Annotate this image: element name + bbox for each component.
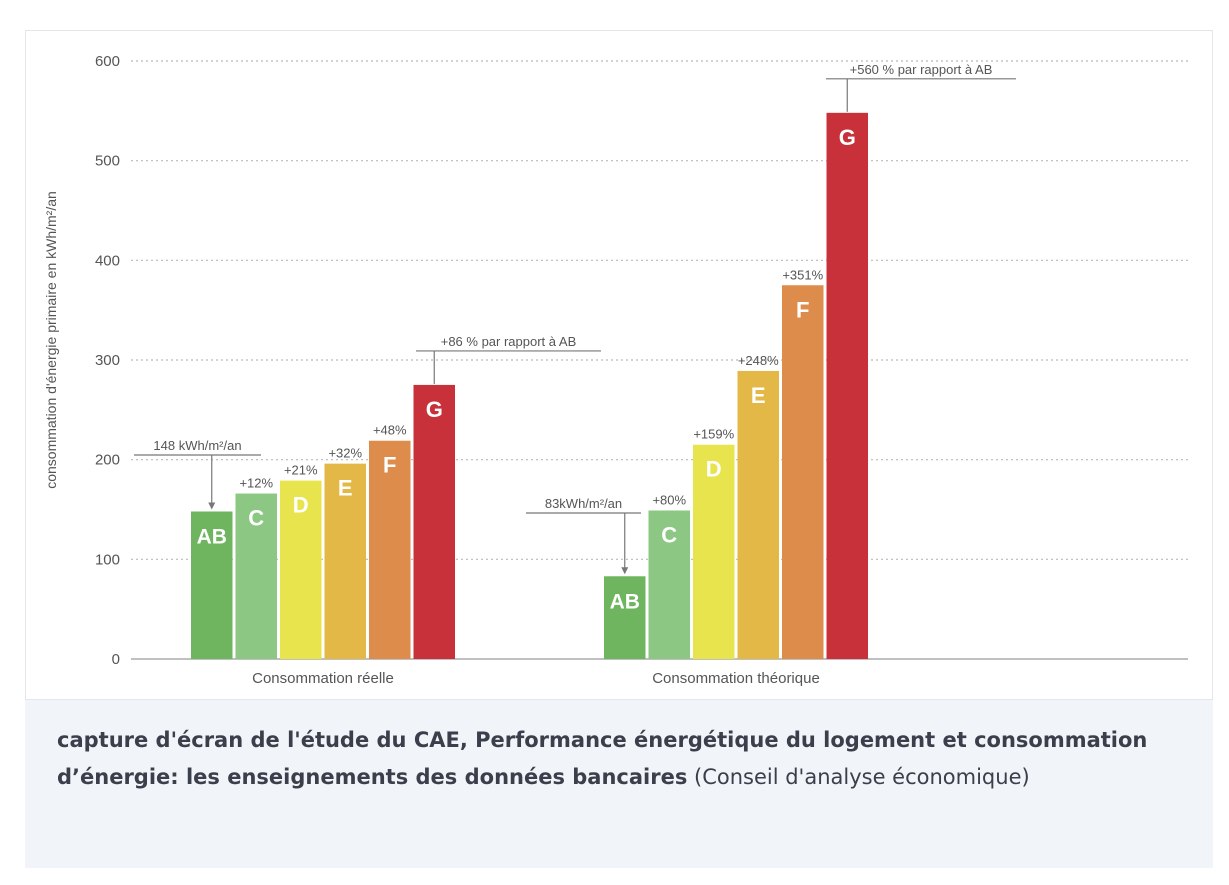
bar	[235, 493, 277, 659]
bar-label: AB	[197, 525, 227, 548]
caption-source: (Conseil d'analyse économique)	[687, 765, 1030, 789]
bar-label: D	[293, 493, 309, 518]
bar-label: C	[661, 522, 677, 547]
bar	[324, 463, 366, 659]
reference-label: 83kWh/m²/an	[545, 496, 622, 511]
caption-title: capture d'écran de l'étude du CAE, Perfo…	[57, 728, 1148, 789]
bar-label: AB	[610, 590, 640, 613]
bar	[782, 285, 824, 659]
top-label: +86 % par rapport à AB	[441, 334, 577, 349]
group-label: Consommation théorique	[652, 670, 820, 687]
bar-label: D	[706, 457, 722, 482]
bar-label: G	[426, 397, 443, 422]
bar-annotation: +12%	[239, 476, 273, 491]
bar-label: F	[383, 453, 396, 478]
figure-caption: capture d'écran de l'étude du CAE, Perfo…	[57, 722, 1181, 796]
chart-figure: 0 100 200 300 400 500 600 consommation d'énergi…	[25, 30, 1213, 700]
reference-arrow	[208, 502, 216, 510]
bar-label: G	[839, 125, 856, 150]
bar	[826, 112, 868, 660]
bar	[369, 440, 411, 659]
bar	[191, 511, 233, 659]
y-axis-label: consommation d'énergie primaire en kWh/m…	[43, 191, 59, 489]
bar-label: E	[751, 383, 766, 408]
bar-label: E	[338, 476, 353, 501]
bar	[737, 370, 779, 659]
y-tick-label: 100	[95, 551, 120, 568]
top-label: +560 % par rapport à AB	[850, 62, 993, 77]
reference-arrow	[621, 567, 629, 575]
bar	[280, 480, 322, 659]
reference-label: 148 kWh/m²/an	[153, 438, 241, 453]
y-tick-label: 200	[95, 452, 120, 469]
bar-annotation: +21%	[284, 463, 318, 478]
bar-label: F	[796, 297, 809, 322]
bar-annotation: +159%	[693, 427, 734, 442]
bar-label: C	[248, 506, 264, 531]
y-tick-label: 0	[112, 651, 120, 668]
y-tick-label: 300	[95, 352, 120, 369]
caption-box: capture d'écran de l'étude du CAE, Perfo…	[25, 700, 1213, 868]
bar	[604, 576, 646, 659]
group-label: Consommation réelle	[252, 670, 394, 687]
bar-annotation: +248%	[738, 353, 779, 368]
bar	[648, 510, 690, 659]
bar	[693, 444, 735, 659]
bar	[413, 384, 455, 659]
bar-annotation: +32%	[328, 446, 362, 461]
bar-annotation: +351%	[782, 267, 823, 282]
y-tick-label: 600	[95, 53, 120, 70]
y-tick-label: 400	[95, 252, 120, 269]
bar-annotation: +48%	[373, 423, 407, 438]
bar-annotation: +80%	[652, 492, 686, 507]
y-tick-label: 500	[95, 153, 120, 170]
bar-chart: 0 100 200 300 400 500 600 consommation d'énergi…	[43, 53, 1188, 687]
